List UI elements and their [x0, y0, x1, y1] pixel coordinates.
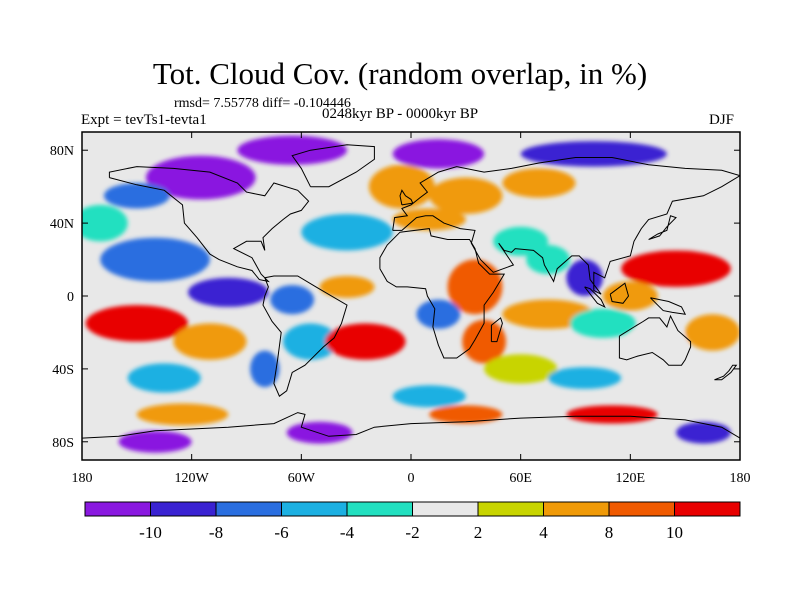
x-tick-label: 180	[72, 471, 93, 486]
season-label: DJF	[709, 112, 735, 128]
colorbar-label: 10	[666, 523, 683, 542]
anomaly-region-7	[502, 168, 576, 198]
anomaly-region-5	[368, 164, 435, 209]
colorbar-bin-2	[215, 501, 282, 517]
coastline-borneo	[609, 282, 630, 304]
anomaly-region-23	[570, 308, 636, 338]
anomaly-region-13	[526, 244, 571, 275]
colorbar-bin-0	[84, 501, 151, 517]
colorbar-bin-8	[608, 501, 675, 517]
anomaly-region-21	[416, 299, 461, 329]
anomaly-region-2	[392, 139, 485, 169]
anomaly-region-8	[100, 237, 210, 282]
anomaly-region-40	[118, 430, 192, 453]
anomaly-region-4	[103, 183, 170, 209]
coastline-antarctica	[82, 412, 740, 439]
coastline-sumatra	[584, 286, 606, 308]
anomaly-region-37	[286, 421, 353, 444]
colorbar-bin-6	[477, 501, 544, 517]
anomaly-region-16	[602, 281, 658, 311]
anomaly-region-32	[127, 363, 201, 393]
x-tick-label: 120W	[175, 471, 210, 486]
anomaly-region-34	[392, 385, 466, 408]
anomaly-region-15	[621, 250, 731, 287]
x-tick-label: 60W	[288, 471, 316, 486]
anomaly-region-18	[270, 285, 315, 315]
colorbar-bin-9	[674, 501, 741, 517]
coastline-new-zealand	[714, 364, 738, 381]
anomaly-region-25	[173, 323, 247, 360]
colorbar-bin-3	[281, 501, 348, 517]
x-tick-label: 180	[730, 471, 751, 486]
y-tick-label: 0	[67, 290, 74, 305]
anomaly-region-24	[85, 305, 189, 342]
anomaly-region-30	[630, 323, 686, 360]
colorbar-label: 2	[474, 523, 483, 542]
anomaly-region-10	[301, 214, 393, 251]
colorbar-label: -4	[340, 523, 355, 542]
anomaly-region-1	[237, 135, 348, 165]
coastline-australia	[618, 314, 692, 366]
anomaly-region-26	[283, 323, 338, 360]
coastline-madagascar	[490, 317, 503, 343]
y-tick-label: 40N	[50, 217, 74, 232]
anomaly-region-27	[325, 323, 406, 360]
colorbar-bin-5	[412, 501, 479, 517]
period-label: 0248kyr BP - 0000kyr BP	[322, 106, 479, 122]
chart-title: Tot. Cloud Cov. (random overlap, in %)	[152, 56, 648, 91]
coastline-africa	[379, 228, 506, 359]
anomaly-region-0	[145, 155, 256, 200]
y-tick-label: 80S	[52, 436, 74, 451]
coastline-new-guinea	[650, 297, 687, 315]
anomaly-region-38	[429, 405, 503, 424]
colorbar-label: 8	[605, 523, 614, 542]
coastline-british-isles	[399, 189, 414, 206]
anomaly-region-41	[676, 421, 731, 444]
anomaly-region-17	[188, 277, 269, 307]
map-plot-area	[82, 132, 740, 460]
coastline-north-america	[108, 166, 310, 283]
colorbar-label: -8	[209, 523, 223, 542]
anomaly-region-36	[136, 403, 229, 426]
anomaly-region-29	[484, 354, 558, 384]
coastline-south-america	[262, 275, 348, 397]
anomaly-region-9	[82, 204, 128, 242]
x-tick-label: 120E	[616, 471, 646, 486]
stats-line: rmsd= 7.55778 diff= -0.104446	[174, 96, 351, 111]
y-tick-label: 40S	[52, 363, 74, 378]
colorbar-bin-4	[346, 501, 413, 517]
x-tick-label: 0	[408, 471, 415, 486]
colorbar-label: -10	[139, 523, 162, 542]
colorbar-label: -6	[274, 523, 288, 542]
colorbar-bin-1	[150, 501, 217, 517]
colorbar-bin-7	[543, 501, 610, 517]
coastline-greenland	[291, 144, 375, 188]
anomaly-region-6	[429, 177, 503, 214]
anomaly-region-14	[566, 259, 603, 296]
anomaly-region-28	[462, 319, 507, 364]
colorbar-label: 4	[539, 523, 548, 542]
anomaly-region-19	[319, 275, 375, 298]
anomaly-region-33	[250, 350, 280, 388]
anomaly-region-35	[548, 367, 622, 389]
anomaly-region-39	[566, 405, 658, 424]
colorbar-label: -2	[405, 523, 419, 542]
y-tick-label: 80N	[50, 144, 74, 159]
x-tick-label: 60E	[509, 471, 532, 486]
anomaly-region-11	[392, 208, 466, 231]
anomaly-region-31	[685, 314, 740, 351]
coastline-japan	[648, 215, 677, 240]
experiment-label: Expt = tevTs1-tevta1	[81, 112, 207, 128]
